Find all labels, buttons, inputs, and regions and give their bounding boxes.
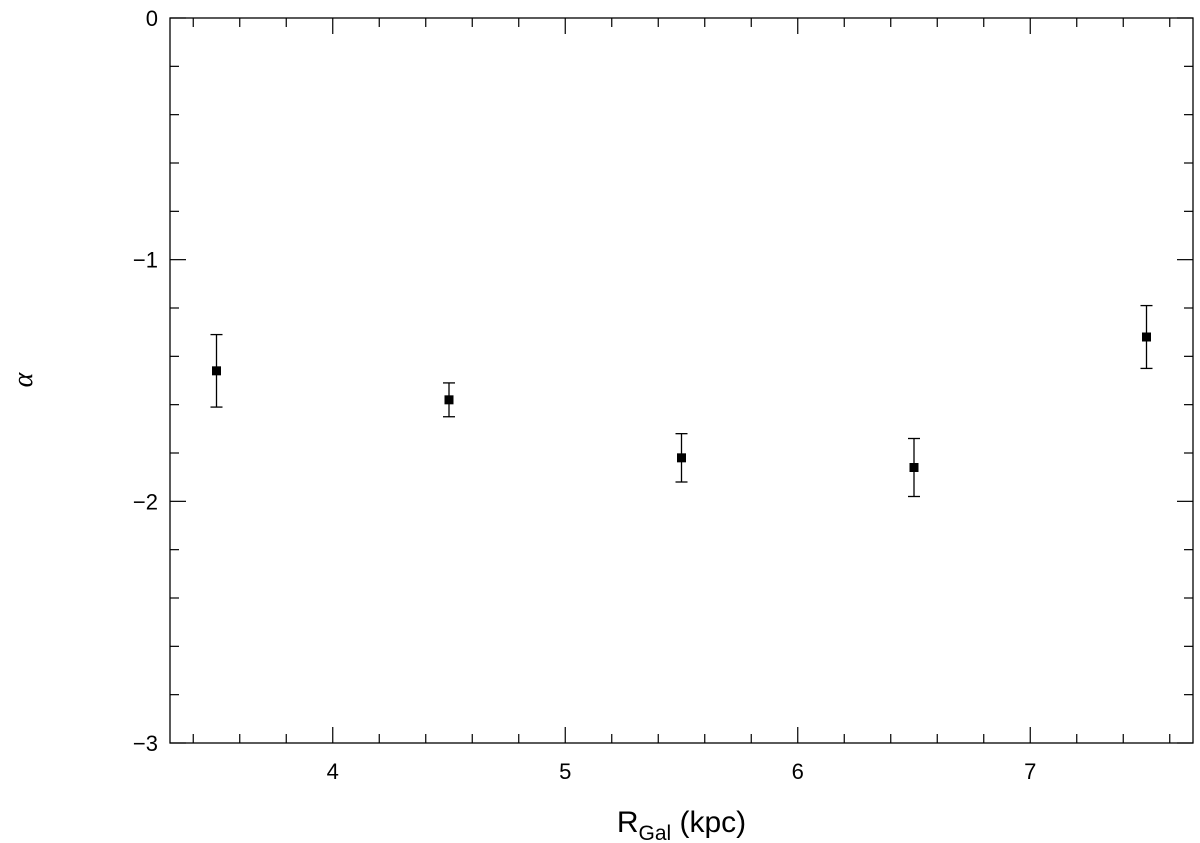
data-point [210, 333, 223, 408]
point-marker [1142, 332, 1151, 342]
x-tick-label: 4 [327, 759, 339, 784]
x-axis-label-subscript: Gal [638, 822, 671, 843]
x-axis-label-main: R [617, 806, 639, 839]
point-marker [677, 453, 686, 463]
y-tick-label: −2 [133, 489, 158, 514]
x-tick-label: 7 [1024, 759, 1036, 784]
point-marker [444, 395, 454, 405]
point-marker [212, 366, 221, 376]
data-point [908, 437, 920, 498]
data-points [210, 304, 1153, 498]
x-axis-label: RGal (kpc) [617, 806, 746, 843]
axis-ticks [170, 17, 1193, 744]
point-marker [909, 463, 919, 472]
x-tick-label: 6 [792, 759, 804, 784]
y-tick-label: 0 [146, 6, 158, 31]
y-tick-label: −1 [133, 248, 158, 273]
y-axis-label: α [8, 371, 39, 387]
y-tick-label: −3 [133, 731, 158, 756]
x-tick-label: 5 [559, 759, 571, 784]
data-point [1140, 304, 1153, 370]
x-axis-label-unit: (kpc) [671, 806, 746, 839]
data-point [443, 382, 455, 418]
tick-labels: 4 5 6 7 0 −1 −2 −3 [133, 6, 1036, 784]
plot-frame [169, 17, 1194, 744]
data-point [675, 433, 688, 483]
